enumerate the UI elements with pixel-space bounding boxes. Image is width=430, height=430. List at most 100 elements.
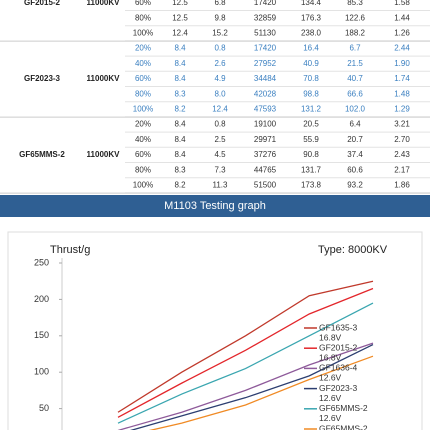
table-cell: 2.6 (214, 59, 226, 68)
table-cell: 12.4 (172, 29, 188, 38)
table-cell: 8.0 (214, 89, 226, 98)
series-line (117, 302, 374, 424)
table-cell: 20.5 (303, 120, 319, 129)
table-cell: 8.4 (174, 150, 186, 159)
legend-voltage: 16.8V (319, 352, 342, 362)
legend-voltage: 12.6V (319, 393, 342, 403)
table-cell: 6.4 (349, 120, 361, 129)
legend-label: GF2023-3 (319, 383, 358, 393)
table-cell: 173.8 (301, 181, 322, 190)
table-cell: 32859 (254, 13, 277, 22)
table-cell: 11.3 (213, 181, 229, 190)
chart-annotation: Type: 8000KV (318, 244, 388, 256)
table-cell: 7.3 (214, 165, 226, 174)
table-cell: 17420 (254, 0, 277, 7)
table-cell: 60% (135, 150, 151, 159)
table-cell: 98.8 (303, 89, 319, 98)
kv-label: 11000KV (87, 150, 121, 159)
table-cell: 20% (135, 120, 151, 129)
table-cell: 40.9 (303, 59, 319, 68)
table-cell: 12.5 (172, 0, 188, 7)
table-cell: 66.6 (347, 89, 363, 98)
table-cell: 8.4 (174, 120, 186, 129)
table-cell: 1.74 (394, 74, 410, 83)
table-cell: 8.4 (174, 74, 186, 83)
table-cell: 122.6 (345, 13, 366, 22)
table-cell: 131.7 (301, 165, 322, 174)
table-cell: 188.2 (345, 29, 366, 38)
table-cell: 29971 (254, 135, 277, 144)
table-cell: 100% (133, 181, 153, 190)
table-cell: 60% (135, 74, 151, 83)
table-cell: 34484 (254, 74, 277, 83)
table-cell: 20.7 (347, 135, 363, 144)
table-cell: 40% (135, 59, 151, 68)
table-cell: 102.0 (345, 105, 366, 114)
table-cell: 8.2 (174, 105, 186, 114)
table-cell: 2.44 (394, 44, 410, 53)
table-cell: 100% (133, 105, 153, 114)
model-label: GF65MMS-2 (19, 150, 65, 159)
table-cell: 8.4 (174, 135, 186, 144)
table-cell: 1.26 (394, 29, 410, 38)
table-cell: 12.4 (212, 105, 228, 114)
table-cell: 37.4 (347, 150, 363, 159)
table-cell: 80% (135, 13, 151, 22)
table-cell: 1.90 (394, 59, 410, 68)
table-cell: 44765 (254, 165, 277, 174)
kv-label: 11000KV (87, 74, 121, 83)
table-cell: 176.3 (301, 13, 322, 22)
series-line (117, 287, 374, 418)
table-cell: 8.4 (174, 44, 186, 53)
table-cell: 90.8 (303, 150, 319, 159)
table-cell: 37276 (254, 150, 277, 159)
table-cell: 40.7 (347, 74, 363, 83)
banner-title: M1103 Testing graph (164, 200, 266, 212)
legend-label: GF1635-3 (319, 322, 358, 332)
legend-label: GF65MMS-2 (319, 403, 368, 413)
legend-label: GF65MMS-2 (319, 423, 368, 430)
table-cell: 4.9 (214, 74, 226, 83)
y-tick-label: 200 (34, 294, 49, 304)
table-cell: 8.2 (174, 181, 186, 190)
banner (0, 195, 430, 217)
table-cell: 3.21 (394, 120, 410, 129)
legend-voltage: 12.6V (319, 373, 342, 383)
table-cell: 15.2 (212, 29, 228, 38)
model-label: GF2015-2 (24, 0, 61, 7)
table-cell: 8.3 (174, 89, 186, 98)
table-cell: 1.48 (394, 89, 410, 98)
table-cell: 85.3 (347, 0, 363, 7)
table-cell: 80% (135, 89, 151, 98)
table-cell: 80% (135, 165, 151, 174)
table-cell: 1.44 (394, 13, 410, 22)
legend-label: GF2015-2 (319, 342, 358, 352)
chart-panel (7, 231, 423, 430)
table-cell: 134.4 (301, 0, 322, 7)
series-line (117, 342, 374, 430)
table-cell: 51500 (254, 181, 277, 190)
table-cell: 0.8 (214, 44, 226, 53)
table-cell: 12.5 (172, 13, 188, 22)
y-tick-label: 150 (34, 330, 49, 340)
table-cell: 8.4 (174, 59, 186, 68)
y-tick-label: 250 (34, 257, 49, 267)
table-cell: 1.86 (394, 181, 410, 190)
y-tick-label: 50 (39, 403, 49, 413)
table-cell: 21.5 (347, 59, 363, 68)
table-cell: 40% (135, 135, 151, 144)
series-line (148, 355, 374, 430)
kv-label: 11000KV (87, 0, 121, 7)
y-axis-label: Thrust/g (50, 244, 90, 256)
table-cell: 55.9 (303, 135, 319, 144)
table-cell: 17420 (254, 44, 277, 53)
table-cell: 1.58 (394, 0, 410, 7)
series-line (117, 280, 374, 413)
table-cell: 16.4 (303, 44, 319, 53)
table-cell: 27952 (254, 59, 277, 68)
table-cell: 9.8 (214, 13, 226, 22)
y-tick-label: 100 (34, 367, 49, 377)
table-cell: 19100 (254, 120, 277, 129)
series-line (129, 343, 374, 430)
